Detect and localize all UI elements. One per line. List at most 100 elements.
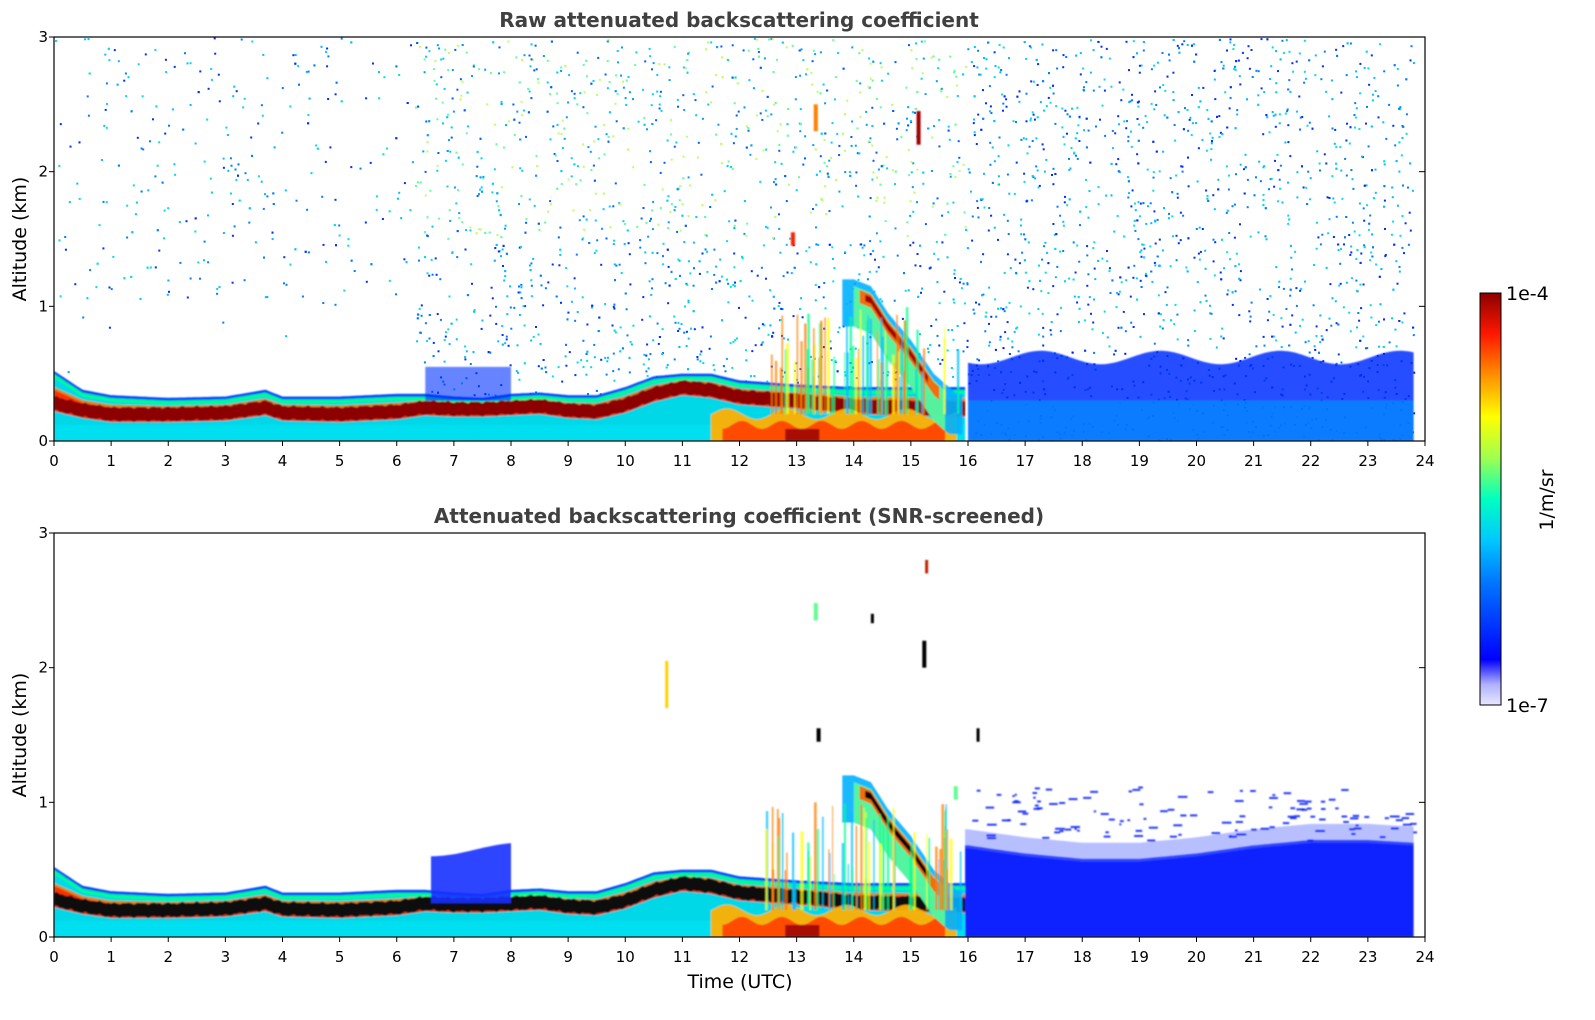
noise-speck — [674, 278, 677, 280]
noise-speck — [1127, 176, 1129, 179]
noise-speck — [1250, 301, 1253, 304]
noise-speck — [1170, 319, 1173, 322]
noise-speck — [130, 275, 133, 278]
noise-speck — [710, 41, 713, 44]
noise-speck — [1316, 221, 1318, 224]
noise-speck — [1328, 317, 1331, 320]
noise-speck — [1288, 79, 1291, 82]
noise-speck — [1032, 288, 1035, 291]
noise-speck — [1023, 180, 1026, 183]
noise-speck — [1126, 120, 1128, 123]
noise-speck — [856, 127, 859, 130]
noise-speck — [814, 148, 817, 151]
noise-speck — [1198, 258, 1201, 261]
noise-speck — [561, 119, 564, 122]
noise-speck — [649, 353, 652, 356]
noise-speck — [504, 270, 507, 273]
noise-speck — [1094, 278, 1097, 281]
noise-speck — [1196, 180, 1199, 183]
noise-speck — [1116, 292, 1119, 294]
noise-speck — [1083, 319, 1086, 322]
noise-speck — [790, 272, 793, 275]
noise-speck — [922, 182, 925, 185]
noise-speck — [929, 344, 932, 347]
noise-speck — [1093, 241, 1096, 244]
noise-speck — [326, 47, 329, 50]
noise-speck — [776, 130, 779, 133]
noise-speck — [937, 258, 940, 261]
noise-speck — [591, 304, 594, 307]
noise-speck — [612, 205, 615, 208]
noise-speck — [1289, 90, 1292, 93]
noise-speck — [752, 58, 755, 61]
wisp-speck — [1014, 800, 1019, 803]
noise-speck — [970, 190, 972, 193]
noise-speck — [1370, 316, 1373, 319]
convective-streak — [867, 315, 869, 414]
noise-speck — [248, 221, 251, 224]
noise-speck — [650, 293, 653, 296]
noise-speck — [916, 168, 919, 171]
wisp-speck — [987, 823, 997, 826]
noise-speck — [951, 329, 954, 332]
convective-streak — [781, 315, 784, 414]
noise-speck — [542, 359, 545, 361]
noise-speck — [1377, 95, 1380, 98]
noise-speck — [733, 224, 736, 227]
noise-speck — [985, 67, 988, 70]
noise-speck — [511, 166, 514, 169]
noise-speck — [426, 216, 429, 219]
noise-speck — [1176, 338, 1179, 341]
noise-speck — [556, 71, 559, 74]
noise-speck — [520, 114, 523, 117]
noise-speck — [307, 114, 310, 116]
x-tick-label: 15 — [901, 452, 920, 470]
wisp-speck — [1301, 808, 1308, 811]
noise-speck — [1068, 168, 1071, 171]
noise-speck — [772, 103, 775, 106]
noise-speck — [582, 64, 585, 66]
noise-speck — [576, 103, 579, 106]
noise-speck — [1319, 341, 1322, 344]
wisp-speck — [1234, 800, 1244, 802]
noise-speck — [858, 52, 861, 55]
noise-speck — [824, 102, 827, 105]
noise-speck — [1197, 86, 1200, 89]
noise-speck — [1318, 162, 1321, 165]
noise-speck — [1299, 116, 1302, 119]
noise-speck — [1120, 99, 1123, 102]
noise-speck — [1089, 161, 1092, 164]
noise-speck — [649, 161, 652, 164]
noise-speck — [494, 123, 497, 126]
noise-speck — [802, 163, 805, 166]
noise-speck — [973, 46, 976, 48]
noise-speck — [476, 195, 479, 197]
noise-speck — [229, 157, 232, 160]
noise-speck — [1207, 199, 1210, 202]
noise-speck — [388, 279, 391, 282]
noise-speck — [982, 253, 985, 256]
noise-speck — [1241, 51, 1244, 54]
noise-speck — [499, 214, 502, 217]
noise-speck — [561, 380, 564, 383]
noise-speck — [1249, 315, 1252, 318]
noise-speck — [941, 358, 944, 361]
noise-speck — [444, 159, 447, 162]
noise-speck — [865, 110, 868, 113]
wisp-speck — [1402, 823, 1412, 826]
noise-speck — [530, 295, 533, 298]
noise-speck — [871, 125, 874, 127]
noise-speck — [419, 45, 421, 48]
noise-speck — [262, 207, 265, 210]
noise-speck — [688, 184, 691, 187]
noise-speck — [819, 170, 822, 173]
noise-speck — [667, 221, 670, 224]
noise-speck — [1263, 91, 1266, 94]
noise-speck — [422, 150, 425, 153]
convective-streak — [957, 384, 960, 414]
noise-speck — [639, 239, 642, 242]
noise-speck — [984, 330, 987, 333]
noise-speck — [1035, 137, 1038, 140]
noise-speck — [1011, 346, 1014, 349]
noise-speck — [592, 164, 595, 167]
